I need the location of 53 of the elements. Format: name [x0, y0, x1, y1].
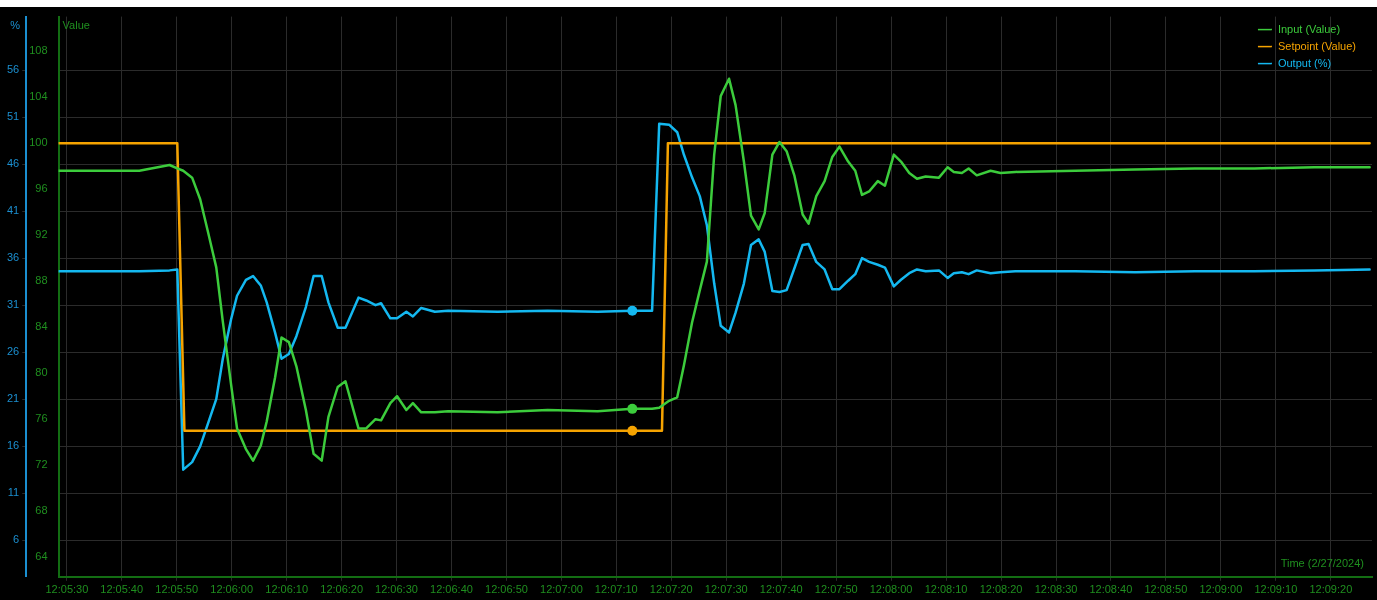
y-tick-label: 92	[35, 228, 48, 241]
x-tick-label: 12:06:10	[265, 583, 309, 596]
x-tick-label: 12:07:50	[814, 583, 858, 596]
y2-axis-title: %	[10, 18, 21, 31]
legend-label: Output (%)	[1277, 56, 1332, 69]
y-tick-label: 108	[29, 44, 48, 57]
x-tick-label: 12:08:40	[1089, 583, 1133, 596]
y2-tick-label: 21	[6, 392, 20, 405]
y-axis-title: Value	[62, 18, 90, 31]
y-tick-label: 104	[29, 90, 48, 103]
y2-tick-label: 26	[6, 345, 20, 358]
x-tick-label: 12:07:40	[759, 583, 803, 596]
x-tick-label: 12:06:50	[485, 583, 528, 596]
x-tick-label: 12:08:50	[1144, 583, 1188, 596]
x-tick-label: 12:06:30	[375, 583, 418, 596]
y-tick-label: 80	[35, 366, 48, 379]
x-tick-label: 12:05:30	[45, 583, 89, 596]
x-tick-label: 12:07:30	[704, 583, 748, 596]
y-tick-label: 68	[35, 504, 48, 517]
x-tick-label: 12:08:30	[1034, 583, 1078, 596]
x-tick-label: 12:07:10	[594, 583, 638, 596]
y2-tick-label: 41	[6, 204, 20, 217]
y-tick-label: 72	[35, 458, 48, 471]
x-tick-label: 12:08:00	[869, 583, 913, 596]
y-tick-label: 96	[35, 182, 48, 195]
x-tick-label: 12:05:50	[155, 583, 199, 596]
y-tick-label: 64	[35, 550, 48, 563]
y-tick-label: 100	[29, 136, 48, 149]
x-tick-label: 12:06:40	[430, 583, 473, 596]
legend-label: Input (Value)	[1277, 22, 1341, 35]
y-tick-label: 76	[35, 412, 48, 425]
x-tick-label: 12:09:00	[1199, 583, 1243, 596]
x-axis-title: Time (2/27/2024)	[1280, 556, 1364, 569]
y2-tick-label: 31	[6, 298, 20, 311]
x-tick-label: 12:09:10	[1254, 583, 1298, 596]
x-tick-label: 12:06:00	[210, 583, 254, 596]
x-tick-label: 12:08:20	[979, 583, 1023, 596]
y2-tick-label: 51	[6, 110, 20, 123]
y2-tick-label: 46	[6, 157, 20, 170]
x-tick-label: 12:07:00	[540, 583, 583, 596]
y2-tick-label: 16	[6, 439, 20, 452]
legend-label: Setpoint (Value)	[1277, 39, 1357, 52]
x-tick-label: 12:05:40	[100, 583, 144, 596]
x-tick-label: 12:06:20	[320, 583, 364, 596]
x-tick-label: 12:08:10	[924, 583, 968, 596]
x-tick-label: 12:09:20	[1309, 583, 1353, 596]
x-tick-label: 12:07:20	[649, 583, 693, 596]
y2-tick-label: 36	[6, 251, 20, 264]
y-tick-label: 84	[35, 320, 48, 333]
y2-tick-label: 6	[13, 533, 20, 546]
y-tick-label: 88	[35, 274, 48, 287]
y2-tick-label: 11	[7, 486, 20, 499]
y2-tick-label: 56	[6, 63, 20, 76]
